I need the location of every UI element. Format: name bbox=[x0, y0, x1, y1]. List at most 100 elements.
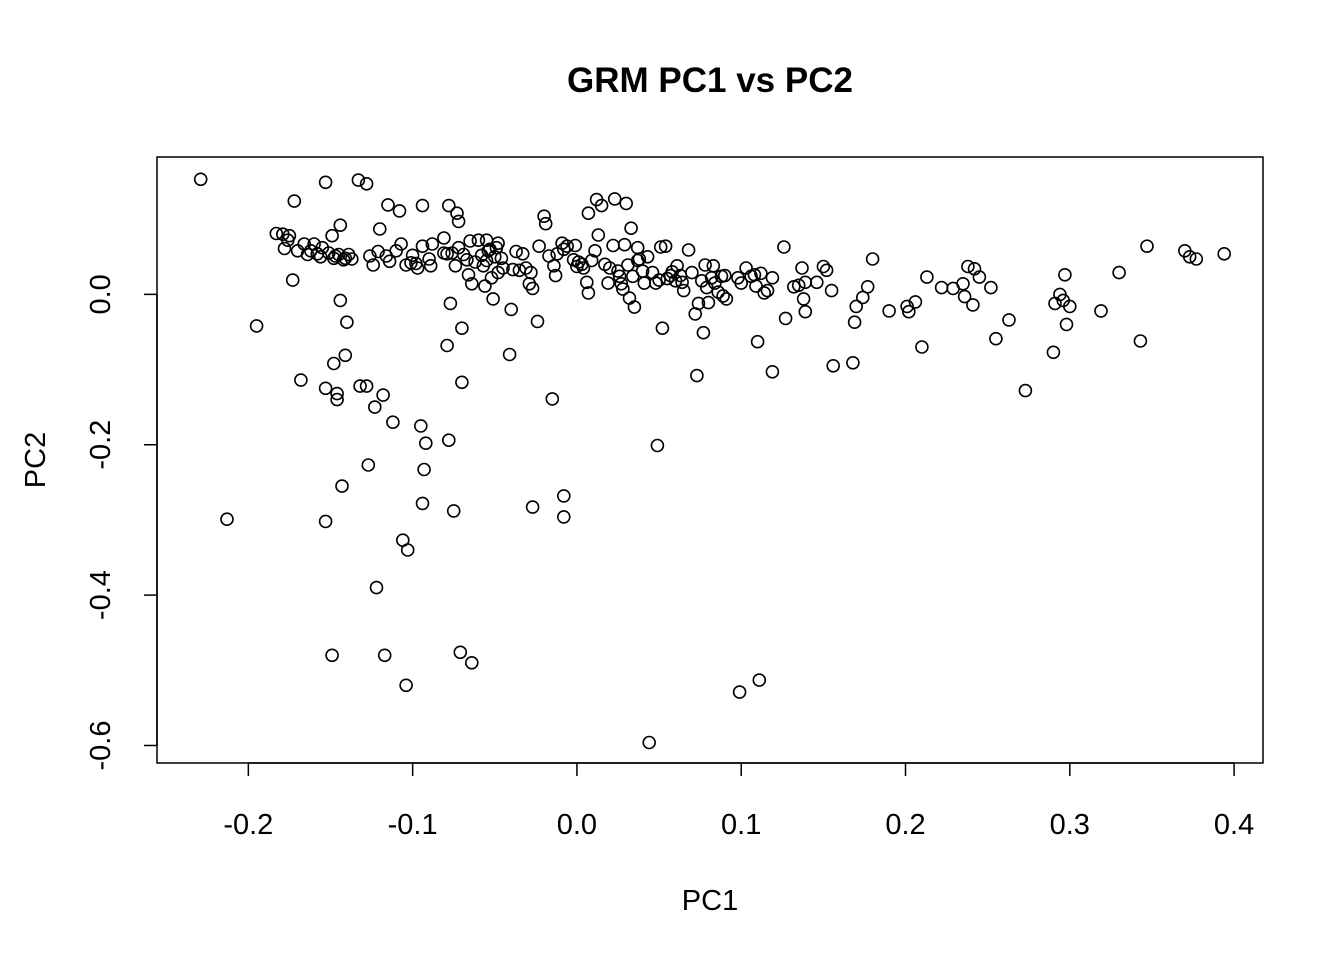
data-point bbox=[530, 314, 545, 329]
data-point bbox=[606, 238, 620, 253]
data-point bbox=[1002, 313, 1016, 327]
data-point bbox=[335, 479, 349, 493]
data-point bbox=[453, 645, 468, 660]
data-point bbox=[591, 228, 606, 242]
data-point bbox=[961, 259, 975, 274]
data-point bbox=[450, 206, 464, 220]
data-point bbox=[220, 512, 234, 527]
data-point bbox=[777, 240, 791, 254]
data-point bbox=[351, 173, 366, 187]
x-axis-label: PC1 bbox=[682, 885, 738, 917]
data-point bbox=[757, 286, 772, 300]
data-point bbox=[984, 280, 998, 295]
data-point bbox=[532, 239, 546, 253]
data-point bbox=[760, 283, 775, 298]
data-point bbox=[494, 251, 509, 266]
data-point bbox=[496, 261, 510, 275]
data-point bbox=[287, 194, 302, 208]
y-tick-label: 0.0 bbox=[85, 274, 117, 314]
data-point bbox=[441, 433, 456, 448]
data-point bbox=[622, 291, 637, 305]
data-point bbox=[934, 280, 949, 295]
data-point bbox=[716, 289, 730, 303]
points-layer bbox=[193, 172, 1231, 750]
data-point bbox=[765, 270, 780, 285]
x-tick-label: -0.1 bbox=[388, 809, 438, 841]
data-point bbox=[765, 364, 780, 379]
data-point bbox=[972, 270, 987, 284]
data-point bbox=[675, 275, 689, 290]
data-point bbox=[415, 198, 430, 213]
data-point bbox=[809, 275, 824, 290]
data-point bbox=[989, 331, 1003, 346]
data-point bbox=[749, 279, 763, 293]
data-point bbox=[461, 267, 476, 282]
data-point bbox=[330, 386, 344, 401]
data-point bbox=[307, 237, 321, 251]
data-point bbox=[277, 241, 292, 256]
data-point bbox=[920, 270, 934, 284]
data-point bbox=[318, 514, 333, 529]
data-point bbox=[538, 216, 553, 231]
data-point bbox=[860, 279, 875, 294]
data-point bbox=[694, 273, 709, 288]
data-point bbox=[630, 240, 645, 255]
data-point bbox=[318, 175, 333, 190]
data-point bbox=[778, 311, 793, 326]
data-point bbox=[648, 276, 663, 290]
data-point bbox=[632, 252, 647, 266]
data-point bbox=[617, 237, 632, 252]
data-point bbox=[601, 276, 615, 290]
data-point bbox=[660, 271, 675, 286]
data-point bbox=[455, 375, 469, 390]
data-point bbox=[446, 504, 461, 518]
data-point bbox=[798, 304, 813, 319]
data-point bbox=[1112, 265, 1126, 280]
data-point bbox=[366, 258, 381, 272]
data-point bbox=[392, 204, 407, 218]
data-point bbox=[423, 258, 438, 273]
data-point bbox=[607, 192, 622, 206]
data-point bbox=[1046, 345, 1061, 360]
data-point bbox=[594, 198, 609, 213]
data-point bbox=[754, 266, 768, 281]
data-point bbox=[367, 400, 382, 414]
data-point bbox=[612, 269, 627, 284]
chart-title: GRM PC1 vs PC2 bbox=[567, 61, 853, 100]
data-point bbox=[560, 239, 574, 253]
data-point bbox=[413, 419, 428, 433]
data-point bbox=[795, 261, 809, 275]
data-point bbox=[719, 292, 734, 306]
data-point bbox=[681, 243, 696, 257]
data-point bbox=[285, 273, 300, 287]
data-point bbox=[425, 237, 440, 251]
data-point bbox=[698, 258, 712, 272]
data-point bbox=[464, 276, 479, 291]
data-point bbox=[588, 244, 602, 258]
data-point bbox=[584, 253, 599, 268]
data-point bbox=[509, 244, 523, 259]
data-point bbox=[249, 319, 264, 333]
data-point bbox=[602, 261, 617, 275]
data-point bbox=[376, 388, 390, 402]
data-point bbox=[491, 265, 505, 280]
data-point bbox=[579, 275, 594, 290]
data-point bbox=[300, 247, 315, 262]
y-axis: -0.6 -0.4 -0.2 0.0 bbox=[85, 274, 158, 770]
data-point bbox=[410, 261, 425, 275]
data-point bbox=[642, 735, 657, 750]
data-point bbox=[614, 276, 629, 291]
data-point bbox=[451, 240, 466, 255]
data-point bbox=[338, 348, 353, 363]
data-point bbox=[717, 268, 732, 283]
data-point bbox=[333, 218, 348, 232]
data-point bbox=[1140, 239, 1154, 253]
data-point bbox=[556, 510, 571, 524]
data-point bbox=[464, 655, 479, 670]
data-point bbox=[415, 239, 430, 253]
data-point bbox=[524, 265, 538, 280]
data-point bbox=[525, 500, 540, 514]
x-tick-label: 0.0 bbox=[557, 809, 597, 841]
data-point bbox=[915, 340, 929, 354]
